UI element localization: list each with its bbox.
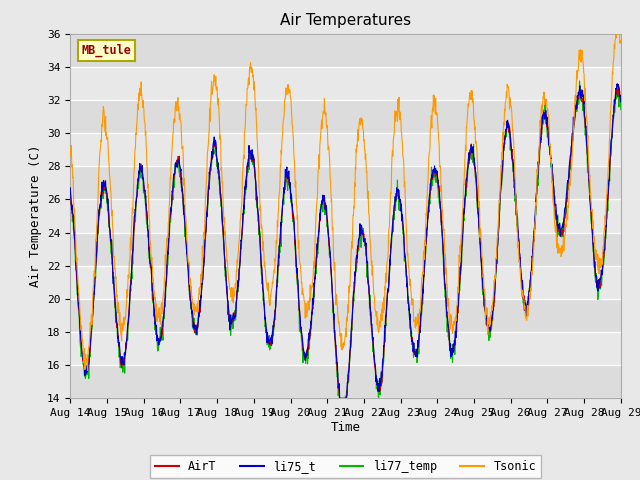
X-axis label: Time: Time (331, 421, 360, 434)
Bar (70, 67, 621, 100)
Bar (70, 166, 621, 199)
Bar (70, 266, 621, 299)
Title: Air Temperatures: Air Temperatures (280, 13, 411, 28)
Bar (70, 133, 621, 166)
Text: MB_tule: MB_tule (81, 44, 131, 57)
Bar (70, 365, 621, 398)
Bar (70, 34, 621, 67)
Bar (70, 332, 621, 365)
Legend: AirT, li75_t, li77_temp, Tsonic: AirT, li75_t, li77_temp, Tsonic (150, 456, 541, 478)
Y-axis label: Air Temperature (C): Air Temperature (C) (29, 145, 42, 287)
Bar (70, 299, 621, 332)
Bar (70, 233, 621, 266)
Bar (70, 100, 621, 133)
Bar (70, 199, 621, 233)
